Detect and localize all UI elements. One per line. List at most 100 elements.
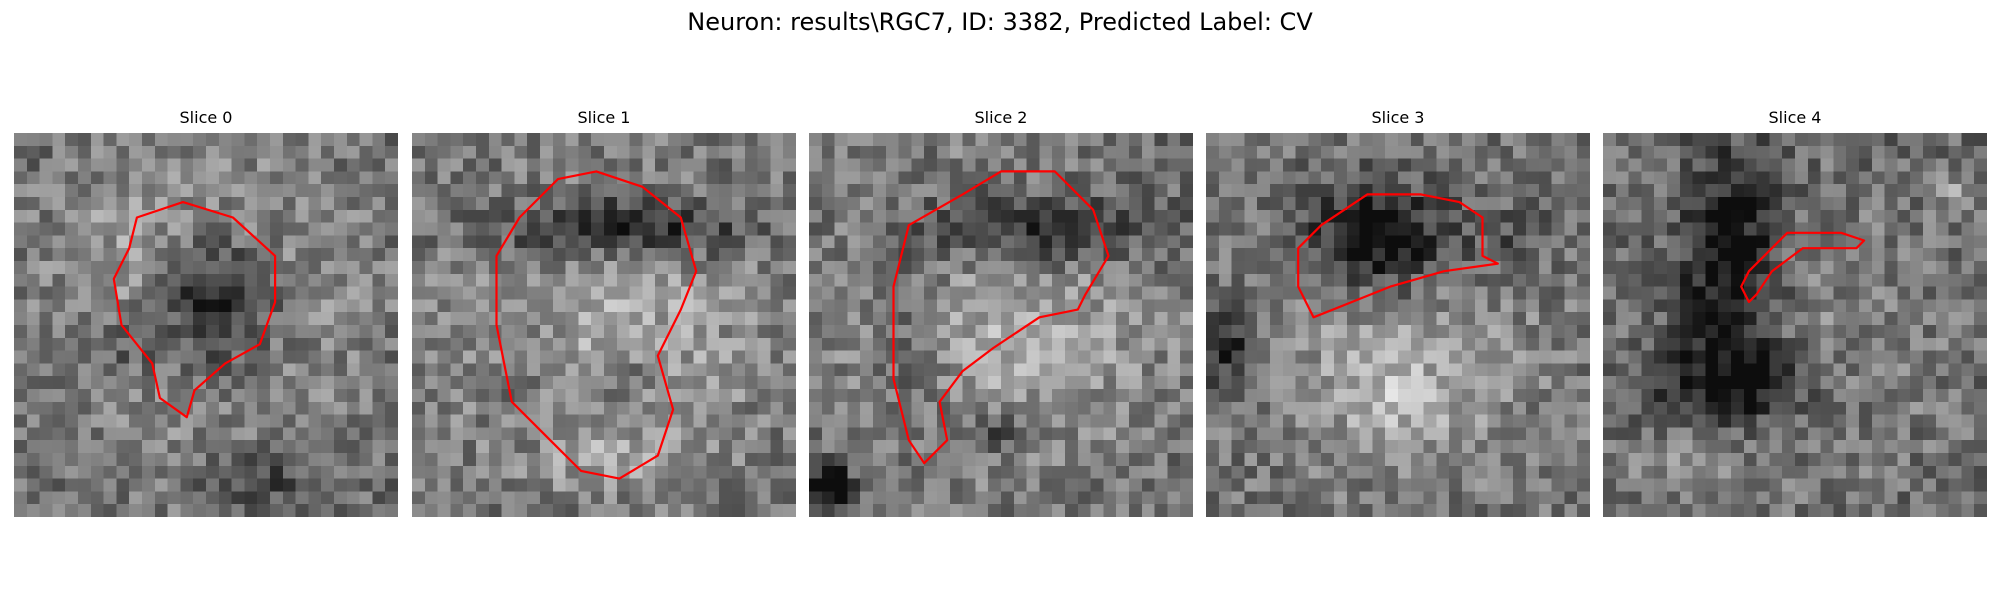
pixel	[514, 337, 528, 351]
pixel	[962, 145, 976, 159]
pixel	[1577, 363, 1590, 377]
pixel	[90, 299, 104, 313]
pixel	[1090, 299, 1104, 313]
pixel	[757, 325, 771, 339]
pixel	[1820, 401, 1834, 415]
pixel	[1449, 427, 1463, 441]
pixel	[129, 171, 143, 185]
pixel	[1270, 427, 1284, 441]
pixel	[282, 491, 296, 505]
pixel	[1923, 401, 1937, 415]
pixel	[1398, 465, 1412, 479]
pixel	[514, 465, 528, 479]
pixel	[1564, 261, 1578, 275]
pixel	[1564, 209, 1578, 223]
pixel	[680, 325, 694, 339]
pixel	[1807, 184, 1821, 198]
pixel	[1910, 133, 1924, 147]
pixel	[295, 389, 309, 403]
pixel	[1372, 376, 1386, 390]
pixel	[860, 133, 874, 147]
pixel	[719, 491, 733, 505]
pixel	[1615, 389, 1629, 403]
pixel	[1077, 440, 1091, 454]
pixel	[565, 222, 579, 236]
pixel	[1129, 286, 1143, 300]
pixel	[885, 389, 899, 403]
pixel	[1141, 337, 1155, 351]
pixel	[860, 363, 874, 377]
pixel	[1641, 145, 1655, 159]
pixel	[988, 465, 1002, 479]
pixel	[308, 453, 322, 467]
pixel	[231, 273, 245, 287]
pixel	[655, 145, 669, 159]
pixel	[78, 325, 92, 339]
pixel	[1410, 350, 1424, 364]
pixel	[1039, 376, 1053, 390]
pixel	[873, 363, 887, 377]
pixel	[706, 401, 720, 415]
pixel	[1359, 478, 1373, 492]
pixel	[1705, 465, 1719, 479]
pixel	[732, 261, 746, 275]
pixel	[1218, 197, 1232, 211]
pixel	[1807, 440, 1821, 454]
pixel	[52, 440, 66, 454]
pixel	[1334, 465, 1348, 479]
pixel	[834, 261, 848, 275]
pixel	[1206, 273, 1220, 287]
pixel	[1334, 286, 1348, 300]
pixel	[1910, 478, 1924, 492]
pixel	[1065, 273, 1079, 287]
pixel	[1410, 491, 1424, 505]
pixel	[770, 312, 784, 326]
pixel	[514, 145, 528, 159]
pixel	[1948, 453, 1962, 467]
pixel	[1206, 465, 1220, 479]
pixel	[1833, 261, 1847, 275]
pixel	[129, 478, 143, 492]
pixel	[39, 235, 53, 249]
pixel	[962, 261, 976, 275]
pixel	[1308, 504, 1322, 517]
pixel	[1679, 427, 1693, 441]
pixel	[282, 401, 296, 415]
pixel	[1167, 299, 1181, 313]
pixel	[924, 350, 938, 364]
pixel	[655, 133, 669, 147]
pixel	[770, 158, 784, 172]
pixel	[424, 261, 438, 275]
pixel	[1935, 312, 1949, 326]
pixel	[744, 465, 758, 479]
pixel	[1846, 299, 1860, 313]
pixel	[193, 209, 207, 223]
pixel	[591, 273, 605, 287]
pixel	[629, 414, 643, 428]
pixel	[1423, 337, 1437, 351]
pixel	[1782, 504, 1796, 517]
pixel	[540, 197, 554, 211]
pixel	[167, 261, 181, 275]
pixel	[1180, 389, 1193, 403]
pixel	[757, 312, 771, 326]
pixel	[1039, 261, 1053, 275]
pixel	[1641, 389, 1655, 403]
pixel	[1334, 158, 1348, 172]
pixel	[244, 209, 258, 223]
pixel	[488, 209, 502, 223]
pixel	[116, 325, 130, 339]
pixel	[1180, 478, 1193, 492]
pixel	[1334, 478, 1348, 492]
pixel	[629, 478, 643, 492]
pixel	[1782, 261, 1796, 275]
pixel	[1654, 248, 1668, 262]
pixel	[1462, 337, 1476, 351]
pixel	[1577, 197, 1590, 211]
pixel	[385, 427, 398, 441]
pixel	[578, 350, 592, 364]
pixel	[552, 389, 566, 403]
pixel-grid	[809, 133, 1193, 517]
pixel	[359, 235, 373, 249]
pixel	[1603, 414, 1617, 428]
